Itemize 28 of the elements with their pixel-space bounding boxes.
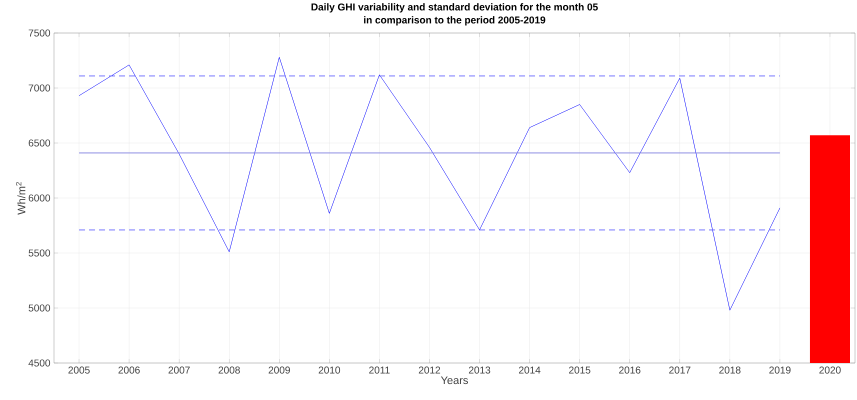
x-tick-label: 2014 [518, 366, 540, 374]
chart-subtitle: in comparison to the period 2005-2019 [364, 16, 546, 26]
x-tick-label: 2012 [418, 366, 440, 374]
y-tick-label: 6500 [28, 139, 50, 147]
x-tick-label: 2008 [218, 366, 240, 374]
x-tick-label: 2009 [268, 366, 290, 374]
x-tick-label: 2018 [719, 366, 741, 374]
x-tick-label: 2006 [118, 366, 140, 374]
x-tick-label: 2017 [669, 366, 690, 374]
x-axis-title: Years [440, 376, 468, 384]
chart-title: Daily GHI variability and standard deviation for the month 05 [312, 3, 598, 13]
x-tick-label: 2013 [468, 366, 490, 374]
line-series [78, 56, 780, 310]
x-tick-label: 2005 [68, 366, 90, 374]
y-tick-label: 4500 [28, 359, 50, 367]
x-tick-label: 2016 [619, 366, 640, 374]
x-tick-label: 2020 [819, 366, 841, 374]
x-tick-label: 2015 [569, 366, 590, 374]
x-tick-label: 2019 [769, 366, 791, 374]
y-tick-label: 5000 [28, 304, 50, 312]
y-tick-label: 7500 [28, 29, 50, 37]
y-tick-label: 7000 [28, 84, 50, 92]
x-tick-label: 2007 [168, 366, 190, 374]
y-axis-title: Wh/m$^{2}$ [16, 182, 26, 215]
y-tick-label: 5500 [28, 249, 50, 257]
x-tick-label: 2010 [318, 366, 340, 374]
y-tick-label: 6000 [28, 194, 50, 202]
x-tick-label: 2011 [369, 366, 390, 374]
